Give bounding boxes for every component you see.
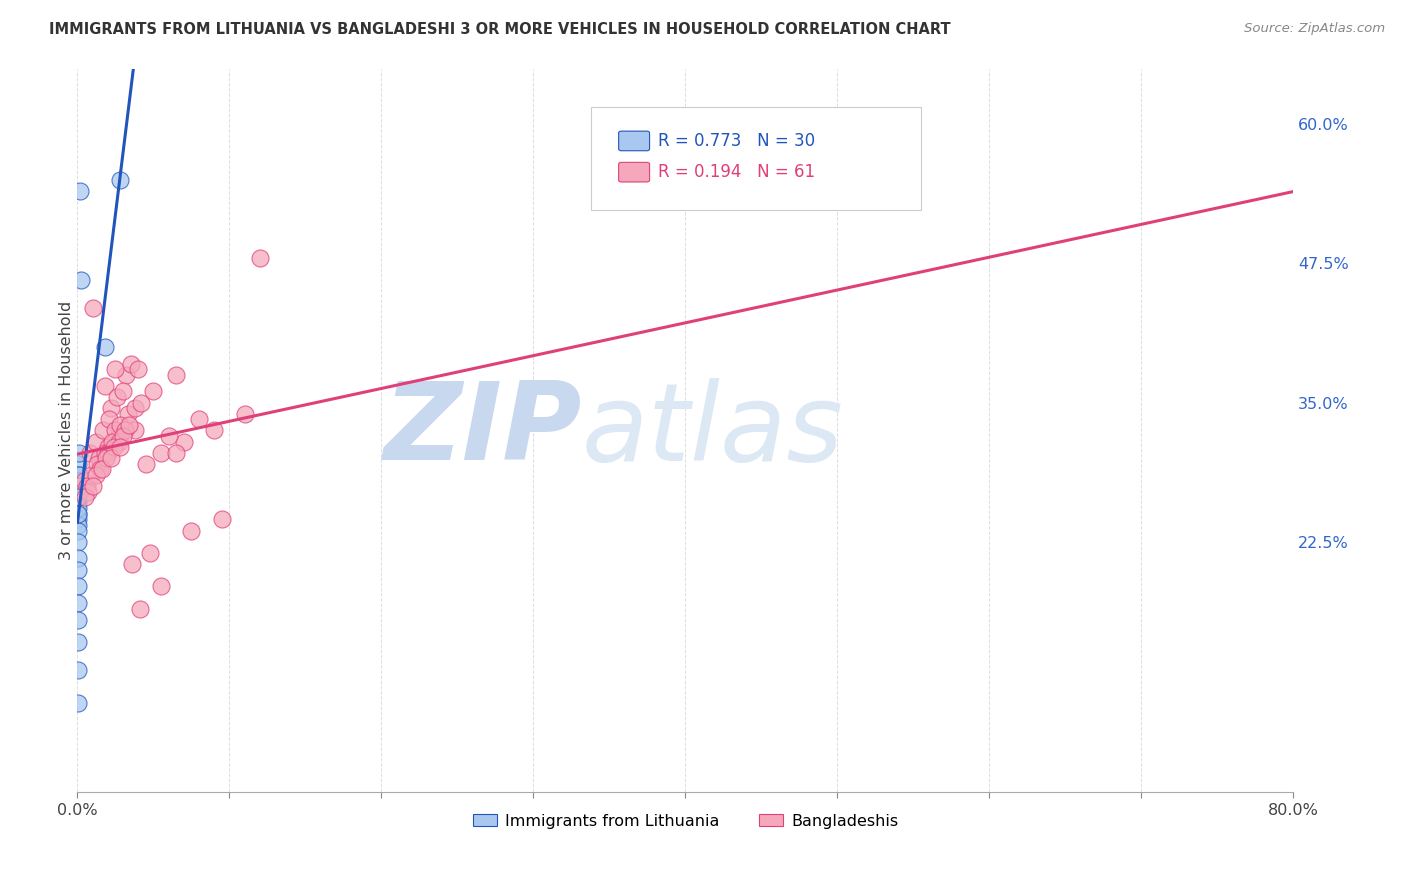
Point <box>97 445 120 459</box>
Point <box>67 474 90 488</box>
Point <box>150 579 173 593</box>
Point <box>67 490 90 504</box>
Text: Source: ZipAtlas.com: Source: ZipAtlas.com <box>1244 22 1385 36</box>
Point <box>70 273 93 287</box>
Point <box>98 412 121 426</box>
Point <box>124 401 146 416</box>
Point <box>135 457 157 471</box>
Point <box>120 357 142 371</box>
Point <box>67 484 90 499</box>
Point <box>128 601 150 615</box>
Point <box>89 462 111 476</box>
Point <box>67 501 90 516</box>
Point <box>67 613 90 627</box>
Point <box>115 368 138 382</box>
Point <box>108 417 131 432</box>
Point <box>67 551 90 566</box>
Text: atlas: atlas <box>582 378 844 483</box>
Point <box>67 479 90 493</box>
Point <box>79 445 101 459</box>
Point <box>67 663 90 677</box>
Point <box>67 512 90 526</box>
Point <box>94 340 117 354</box>
Point <box>117 407 139 421</box>
Point <box>165 368 187 382</box>
Point <box>139 546 162 560</box>
Point <box>112 384 135 399</box>
Text: R = 0.194   N = 61: R = 0.194 N = 61 <box>658 163 815 181</box>
Point <box>91 424 114 438</box>
Point <box>105 390 128 404</box>
Point <box>67 635 90 649</box>
Point <box>211 512 233 526</box>
Point <box>69 184 91 198</box>
Point <box>90 462 112 476</box>
Point <box>82 301 104 315</box>
Point <box>66 518 89 533</box>
Point <box>104 362 127 376</box>
Y-axis label: 3 or more Vehicles in Household: 3 or more Vehicles in Household <box>59 301 75 560</box>
Point <box>84 434 107 449</box>
Point <box>66 524 89 538</box>
Point <box>124 424 146 438</box>
Point <box>94 379 117 393</box>
Point <box>112 429 135 443</box>
Point <box>121 557 143 571</box>
Point <box>100 451 122 466</box>
Legend: Immigrants from Lithuania, Bangladeshis: Immigrants from Lithuania, Bangladeshis <box>467 807 904 835</box>
Point <box>67 507 90 521</box>
Point <box>66 563 89 577</box>
Point <box>75 490 97 504</box>
Point <box>104 424 127 438</box>
Point <box>66 696 89 710</box>
Point <box>67 445 90 459</box>
Point <box>173 434 195 449</box>
Point <box>108 429 131 443</box>
Point <box>86 457 108 471</box>
Point <box>84 467 107 482</box>
Point <box>103 440 125 454</box>
Point <box>114 424 136 438</box>
Point <box>233 407 256 421</box>
Point <box>101 434 124 449</box>
Point <box>202 424 225 438</box>
Point <box>82 479 104 493</box>
Point <box>249 251 271 265</box>
Point <box>94 445 117 459</box>
Point <box>80 467 103 482</box>
Point <box>107 434 129 449</box>
Text: R = 0.773   N = 30: R = 0.773 N = 30 <box>658 132 815 150</box>
Point <box>87 451 110 466</box>
Point <box>100 401 122 416</box>
Point <box>67 579 90 593</box>
Point <box>188 412 211 426</box>
Point <box>67 474 90 488</box>
Point <box>72 474 94 488</box>
Point <box>67 467 90 482</box>
Point <box>118 417 141 432</box>
Point <box>180 524 202 538</box>
Text: ZIP: ZIP <box>384 377 582 483</box>
Point <box>77 484 100 499</box>
Point <box>67 467 90 482</box>
Point <box>142 384 165 399</box>
Point <box>97 440 120 454</box>
Point <box>67 496 90 510</box>
Point <box>76 479 98 493</box>
Point <box>127 362 149 376</box>
Point <box>67 596 90 610</box>
Point <box>157 429 180 443</box>
Point <box>67 507 90 521</box>
Point <box>165 445 187 459</box>
Point <box>96 451 118 466</box>
Point <box>150 445 173 459</box>
Text: IMMIGRANTS FROM LITHUANIA VS BANGLADESHI 3 OR MORE VEHICLES IN HOUSEHOLD CORRELA: IMMIGRANTS FROM LITHUANIA VS BANGLADESHI… <box>49 22 950 37</box>
Point <box>108 440 131 454</box>
Point <box>67 457 90 471</box>
Point <box>89 457 111 471</box>
Point <box>67 534 90 549</box>
Point <box>67 479 90 493</box>
Point <box>131 395 153 409</box>
Point <box>108 173 131 187</box>
